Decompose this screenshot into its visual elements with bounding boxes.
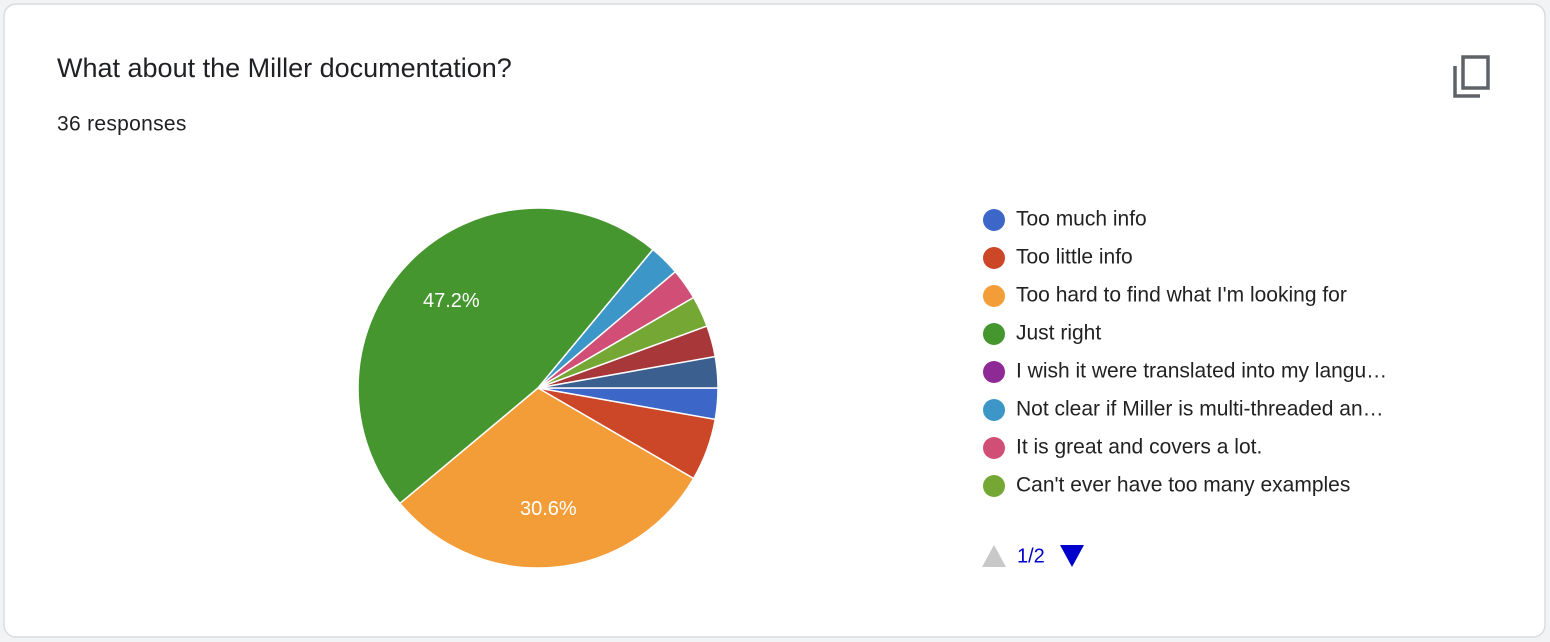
legend-label: Too little info [1016, 246, 1133, 269]
data-label: 47.2% [423, 290, 480, 312]
legend-label: Not clear if Miller is multi-threaded an… [1016, 398, 1384, 421]
legend-label: Can't ever have too many examples [1016, 474, 1350, 497]
legend-marker [983, 209, 1005, 231]
pie-slice [357, 207, 655, 505]
legend-marker [983, 247, 1005, 269]
pager-up[interactable] [982, 545, 1006, 567]
legend-label: Too much info [1016, 208, 1147, 231]
pie-slice [537, 355, 719, 389]
legend-marker [983, 399, 1005, 421]
legend-label: I wish it were translated into my langu… [1016, 360, 1387, 383]
copy-icon-front [1461, 55, 1490, 90]
legend-marker [983, 475, 1005, 497]
legend-marker [983, 361, 1005, 383]
legend-page: 1/2 [1017, 545, 1045, 567]
data-label: 30.6% [520, 498, 577, 520]
pager-down[interactable] [1060, 545, 1084, 567]
chart-title: What about the Miller documentation? [57, 53, 512, 83]
legend-label: It is great and covers a lot. [1016, 436, 1262, 459]
legend-label: Too hard to find what I'm looking for [1016, 284, 1347, 307]
legend-marker [983, 323, 1005, 345]
legend-marker [983, 437, 1005, 459]
copy-icon[interactable] [1453, 55, 1490, 98]
card [3, 3, 1546, 638]
pie-slice [398, 387, 695, 569]
legend-label: Just right [1016, 322, 1101, 345]
legend-marker [983, 285, 1005, 307]
copy-icon-back [1453, 66, 1480, 98]
chart-subtitle: 36 responses [57, 113, 187, 136]
